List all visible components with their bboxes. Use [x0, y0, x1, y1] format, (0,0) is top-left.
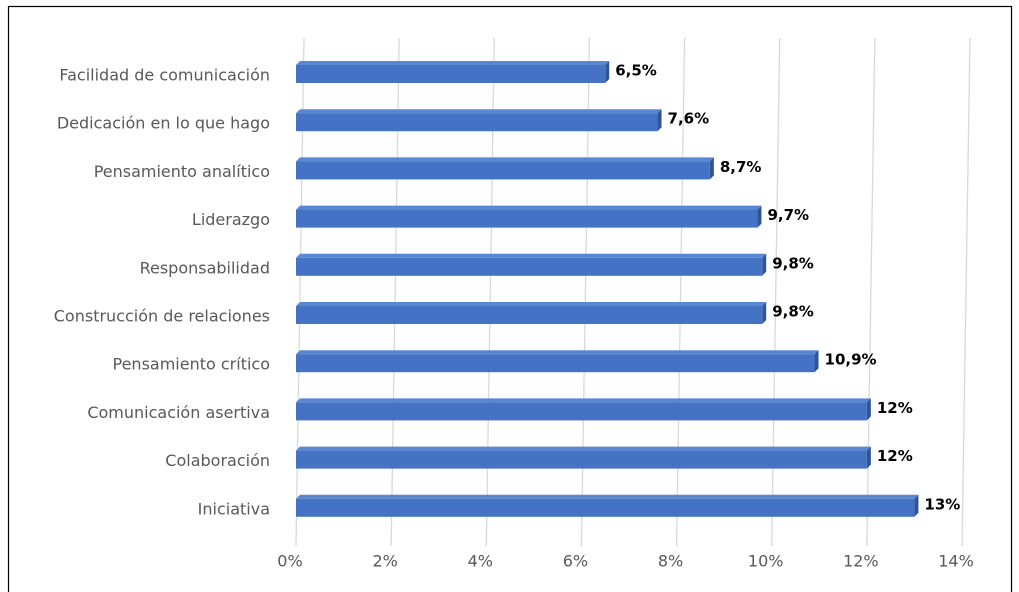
bar-top [296, 157, 714, 162]
value-label: 10,9% [825, 351, 877, 369]
bar-side [762, 302, 767, 324]
x-tick-label: 6% [563, 552, 588, 571]
y-tick-label: Iniciativa [198, 499, 270, 518]
bar [296, 113, 658, 132]
value-label: 12% [877, 447, 913, 465]
value-label: 9,7% [767, 206, 809, 224]
value-label: 7,6% [668, 110, 710, 128]
x-tick-label: 12% [843, 552, 879, 571]
bar [296, 402, 867, 421]
bar-side [657, 109, 662, 132]
y-tick-label: Construcción de relaciones [54, 307, 270, 326]
bar-side [914, 494, 919, 517]
x-tick-label: 4% [468, 552, 493, 571]
bar [296, 354, 815, 373]
chart-frame [7, 5, 1013, 592]
bar-side [757, 205, 762, 228]
bar-top [296, 398, 871, 403]
x-tick-label: 2% [372, 552, 397, 571]
bar [296, 450, 867, 469]
value-label: 13% [924, 495, 960, 513]
y-tick-label: Liderazgo [192, 210, 270, 229]
bar-side [814, 350, 819, 373]
y-tick-label: Facilidad de comunicación [59, 66, 270, 85]
value-label: 12% [877, 399, 913, 417]
bar-side [605, 61, 610, 83]
y-tick-label: Comunicación asertiva [87, 403, 270, 422]
bar [296, 498, 915, 517]
x-tick-label: 10% [748, 552, 784, 571]
bar-top [296, 446, 871, 451]
y-tick-label: Pensamiento crítico [113, 355, 271, 374]
bar-top [296, 61, 610, 65]
value-label: 9,8% [772, 303, 814, 321]
grid-line [961, 37, 971, 547]
x-tick-label: 14% [938, 552, 974, 571]
bar-side [709, 157, 714, 180]
bar-top [296, 302, 767, 306]
bar [296, 257, 763, 276]
y-tick-label: Responsabilidad [140, 258, 270, 277]
x-tick-label: 0% [277, 552, 302, 571]
y-tick-label: Pensamiento analítico [94, 162, 270, 181]
bar [296, 306, 763, 324]
bar-side [762, 253, 767, 276]
bar-top [296, 494, 919, 499]
value-label: 9,8% [772, 254, 814, 272]
bar-top [296, 205, 762, 210]
y-tick-label: Dedicación en lo que hago [57, 114, 270, 133]
bar [296, 161, 710, 180]
bar-side [866, 398, 871, 421]
value-label: 8,7% [720, 158, 762, 176]
y-tick-label: Colaboración [165, 451, 270, 470]
bar [296, 209, 758, 228]
bar [296, 65, 606, 83]
bar-top [296, 350, 819, 355]
bar-top [296, 109, 662, 114]
x-tick-label: 8% [658, 552, 683, 571]
value-label: 6,5% [615, 62, 657, 80]
bar-side [866, 446, 871, 469]
bar-top [296, 253, 767, 258]
